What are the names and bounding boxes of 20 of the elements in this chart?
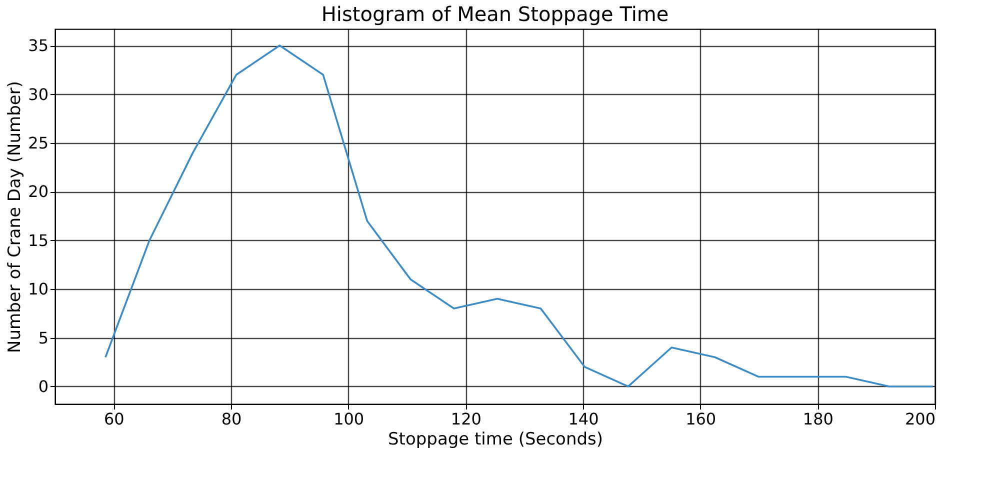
y-tick-label: 30: [28, 84, 48, 104]
y-tick-label: 5: [38, 328, 48, 348]
x-tick-label: 140: [568, 410, 599, 428]
y-axis-title: Number of Crane Day (Number): [5, 81, 26, 353]
chart-title: Histogram of Mean Stoppage Time: [321, 2, 669, 26]
x-axis-title: Stoppage time (Seconds): [388, 430, 604, 450]
y-tick-label: 35: [28, 36, 48, 56]
x-tick-label: 120: [450, 410, 482, 428]
y-tick-label: 0: [38, 376, 48, 396]
x-tick-label: 180: [802, 410, 834, 428]
y-tick-label: 20: [28, 182, 48, 202]
x-tick-label: 80: [221, 410, 242, 428]
x-tick-label: 100: [334, 410, 364, 428]
y-tick-label: 25: [28, 133, 48, 152]
x-tick-label: 200: [904, 410, 936, 428]
x-tick-label: 60: [104, 410, 124, 428]
x-tick-label: 160: [686, 410, 716, 428]
line-series: [104, 44, 934, 388]
y-tick-label: 10: [28, 280, 48, 299]
y-tick-label: 15: [28, 230, 48, 250]
